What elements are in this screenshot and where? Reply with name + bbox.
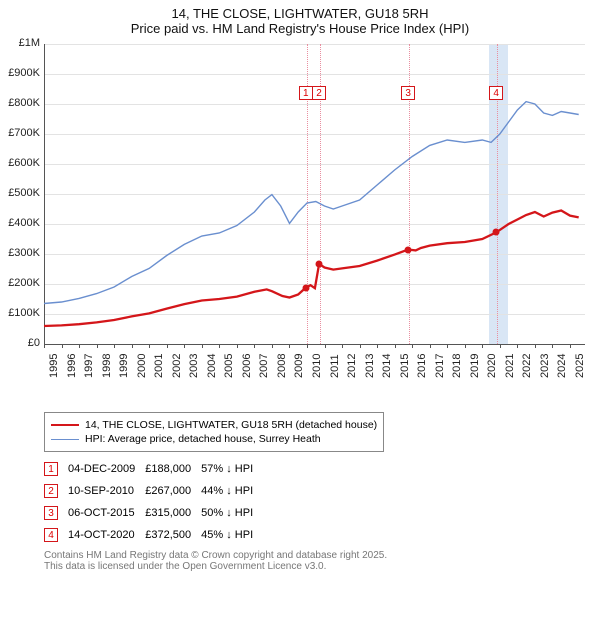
page: 14, THE CLOSE, LIGHTWATER, GU18 5RH Pric… (0, 0, 600, 572)
sale-delta: 44% ↓ HPI (201, 480, 263, 502)
x-axis-label: 2000 (136, 354, 148, 378)
sale-delta: 45% ↓ HPI (201, 524, 263, 546)
x-axis-label: 2016 (416, 354, 428, 378)
x-axis-label: 2015 (399, 354, 411, 378)
sale-point (405, 246, 412, 253)
x-axis-label: 2021 (504, 354, 516, 378)
x-axis-label: 2011 (329, 354, 341, 378)
sale-point (316, 260, 323, 267)
legend-swatch (51, 424, 79, 426)
x-axis-label: 2014 (381, 354, 393, 378)
x-axis-label: 1999 (118, 354, 130, 378)
sale-price: £267,000 (145, 480, 201, 502)
property-line (44, 211, 579, 327)
x-axis-label: 2017 (434, 354, 446, 378)
x-axis-label: 2010 (311, 354, 323, 378)
x-axis-label: 1995 (48, 354, 60, 378)
attribution: Contains HM Land Registry data © Crown c… (44, 550, 560, 572)
x-axis-label: 2022 (521, 354, 533, 378)
x-axis-label: 2025 (574, 354, 586, 378)
legend-label: 14, THE CLOSE, LIGHTWATER, GU18 5RH (det… (85, 419, 377, 431)
title-address: 14, THE CLOSE, LIGHTWATER, GU18 5RH (4, 6, 596, 21)
x-axis-label: 2003 (188, 354, 200, 378)
x-axis-label: 2005 (223, 354, 235, 378)
footer-line-1: Contains HM Land Registry data © Crown c… (44, 550, 560, 561)
sale-date: 14-OCT-2020 (68, 524, 145, 546)
sale-price: £315,000 (145, 502, 201, 524)
hpi-line (44, 102, 579, 304)
x-axis-label: 2001 (153, 354, 165, 378)
x-axis-label: 1998 (101, 354, 113, 378)
table-row: 2 10-SEP-2010£267,00044% ↓ HPI (44, 480, 263, 502)
legend: 14, THE CLOSE, LIGHTWATER, GU18 5RH (det… (44, 412, 384, 452)
x-axis-label: 2002 (171, 354, 183, 378)
legend-swatch (51, 439, 79, 440)
sale-marker-cell: 1 (44, 462, 58, 476)
sales-table: 1 04-DEC-2009£188,00057% ↓ HPI 2 10-SEP-201… (44, 458, 560, 546)
x-axis-label: 2013 (364, 354, 376, 378)
x-axis-label: 2007 (258, 354, 270, 378)
sale-date: 06-OCT-2015 (68, 502, 145, 524)
legend-item: 14, THE CLOSE, LIGHTWATER, GU18 5RH (det… (51, 419, 377, 431)
x-axis-label: 2023 (539, 354, 551, 378)
table-row: 3 06-OCT-2015£315,00050% ↓ HPI (44, 502, 263, 524)
x-axis-label: 2020 (486, 354, 498, 378)
sale-marker-cell: 4 (44, 528, 58, 542)
x-axis-label: 2018 (451, 354, 463, 378)
legend-item: HPI: Average price, detached house, Surr… (51, 433, 377, 445)
sale-delta: 57% ↓ HPI (201, 458, 263, 480)
sale-delta: 50% ↓ HPI (201, 502, 263, 524)
sale-date: 10-SEP-2010 (68, 480, 145, 502)
footer-line-2: This data is licensed under the Open Gov… (44, 561, 560, 572)
x-axis-label: 2012 (346, 354, 358, 378)
sale-date: 04-DEC-2009 (68, 458, 145, 480)
x-axis-label: 1997 (83, 354, 95, 378)
sale-price: £188,000 (145, 458, 201, 480)
sale-marker-cell: 2 (44, 484, 58, 498)
sale-price: £372,500 (145, 524, 201, 546)
x-axis-label: 1996 (66, 354, 78, 378)
x-axis-label: 2009 (293, 354, 305, 378)
x-axis-label: 2006 (241, 354, 253, 378)
chart-titles: 14, THE CLOSE, LIGHTWATER, GU18 5RH Pric… (0, 0, 600, 38)
sale-point (302, 284, 309, 291)
x-axis-label: 2019 (469, 354, 481, 378)
title-subtitle: Price paid vs. HM Land Registry's House … (4, 21, 596, 36)
sale-marker-cell: 3 (44, 506, 58, 520)
x-axis-label: 2024 (556, 354, 568, 378)
sale-point (493, 229, 500, 236)
table-row: 4 14-OCT-2020£372,50045% ↓ HPI (44, 524, 263, 546)
table-row: 1 04-DEC-2009£188,00057% ↓ HPI (44, 458, 263, 480)
x-axis-label: 2008 (276, 354, 288, 378)
price-chart: £0£100K£200K£300K£400K£500K£600K£700K£80… (0, 38, 600, 408)
chart-lines (0, 38, 588, 348)
legend-label: HPI: Average price, detached house, Surr… (85, 433, 321, 445)
x-axis-label: 2004 (206, 354, 218, 378)
